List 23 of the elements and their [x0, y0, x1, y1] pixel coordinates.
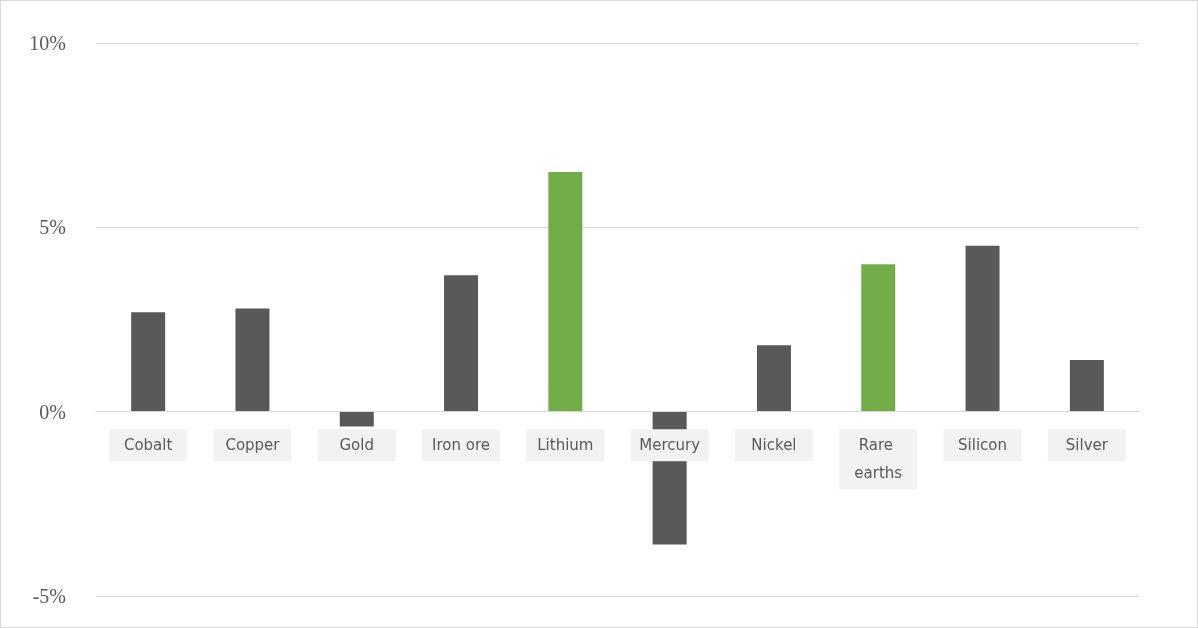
y-tick-label: -5% [32, 585, 66, 607]
bar [548, 172, 583, 412]
x-tick-label: Cobalt [123, 436, 173, 455]
x-tick-label: Silver [1065, 436, 1109, 455]
y-tick-label: 10% [29, 32, 66, 54]
x-tick-label: Lithium [537, 436, 594, 455]
x-tick-label: Iron ore [432, 436, 491, 455]
bar [965, 245, 1000, 412]
bar [131, 312, 166, 412]
bar [339, 411, 374, 427]
bar [1069, 360, 1104, 412]
x-tick-label: Rare earths [854, 436, 903, 483]
y-tick-label: 0% [39, 400, 66, 423]
x-tick-label: Gold [339, 436, 374, 455]
x-tick-label: Mercury [639, 436, 701, 455]
x-tick-label: Copper [225, 436, 281, 455]
bar [235, 308, 270, 412]
bar [756, 345, 791, 412]
x-tick-label: Nickel [751, 436, 797, 455]
y-tick-label: 5% [39, 216, 66, 239]
bar [861, 264, 896, 412]
x-tick-label: Silicon [958, 436, 1008, 455]
bar [444, 275, 479, 412]
